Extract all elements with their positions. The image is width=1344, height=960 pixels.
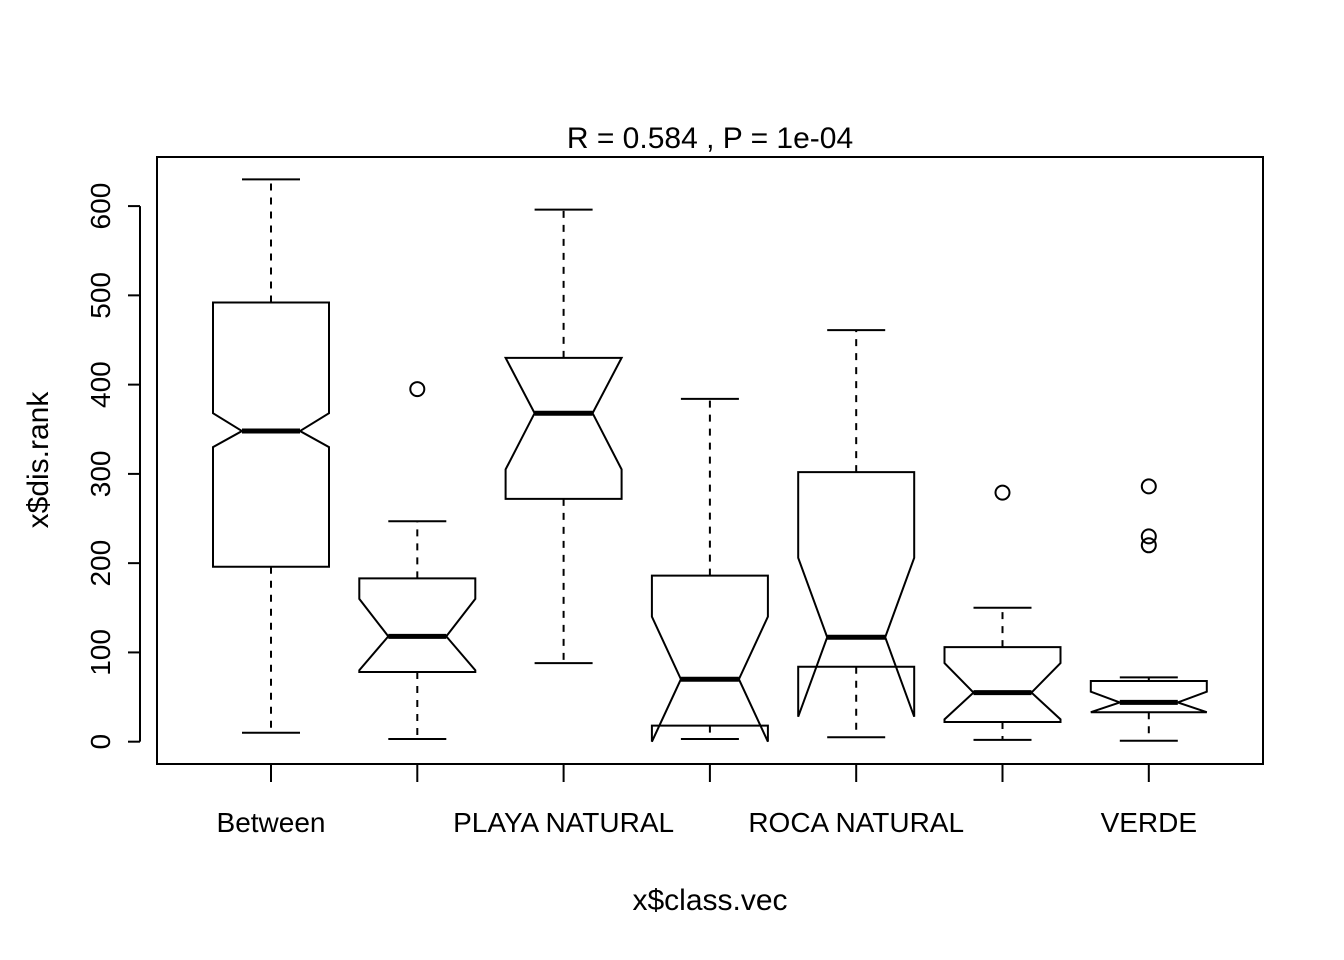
box-body — [212, 301, 330, 568]
y-tick-label: 500 — [85, 272, 116, 319]
y-tick-label: 300 — [85, 451, 116, 498]
y-tick-label: 0 — [85, 734, 116, 750]
y-tick-label: 400 — [85, 361, 116, 408]
box-4 — [797, 329, 916, 739]
box-6 — [1089, 478, 1208, 742]
box-2 — [503, 208, 624, 665]
x-tick-label: ROCA NATURAL — [748, 807, 964, 838]
box-3 — [650, 397, 769, 743]
outlier-point — [1140, 478, 1157, 495]
y-tick-label: 600 — [85, 183, 116, 230]
box-5 — [943, 484, 1062, 741]
box-body — [797, 471, 916, 718]
box-1 — [358, 381, 477, 741]
box-body — [650, 574, 769, 743]
x-axis: Between PLAYA NATURAL ROCA NATURAL VERDE — [217, 764, 1197, 838]
boxes — [212, 178, 1208, 743]
chart-title: R = 0.584 , P = 1e-04 — [567, 122, 853, 155]
y-axis: 0 100 200 300 400 500 600 — [85, 183, 141, 750]
outlier-point — [1140, 528, 1157, 545]
y-tick-label: 200 — [85, 540, 116, 587]
outlier-point — [1140, 537, 1157, 554]
box-0 — [212, 178, 330, 734]
x-axis-label: x$class.vec — [632, 884, 787, 917]
box-body — [943, 646, 1062, 724]
outlier-point — [994, 484, 1011, 501]
y-axis-label: x$dis.rank — [22, 391, 55, 529]
x-tick-label: PLAYA NATURAL — [453, 807, 674, 838]
x-tick-label: VERDE — [1101, 807, 1197, 838]
y-tick-label: 100 — [85, 629, 116, 676]
outlier-point — [409, 381, 426, 398]
x-tick-label: Between — [217, 807, 326, 838]
box-body — [503, 356, 624, 500]
box-body — [1089, 679, 1208, 714]
box-body — [358, 577, 477, 674]
